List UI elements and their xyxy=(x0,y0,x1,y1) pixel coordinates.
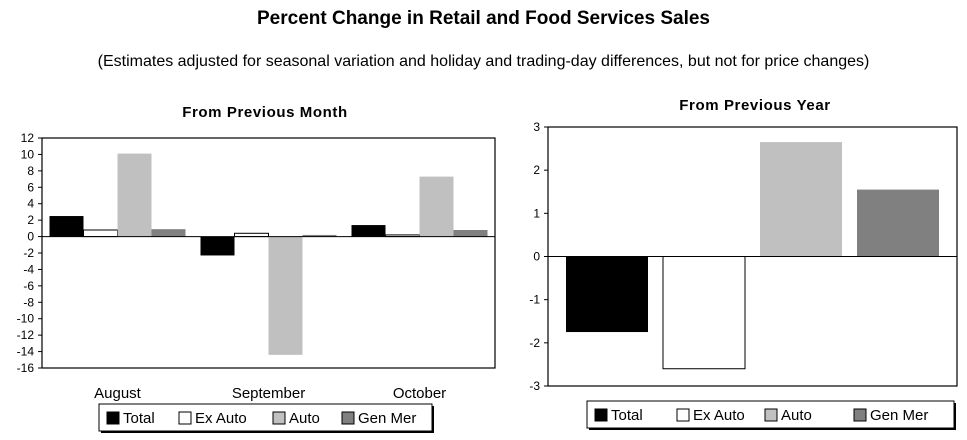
bar-ex-auto xyxy=(83,229,118,238)
legend-label: Ex Auto xyxy=(195,410,247,427)
legend-label: Total xyxy=(611,407,643,424)
legend-label: Gen Mer xyxy=(358,410,416,427)
bar-total xyxy=(200,236,235,256)
legend-swatch xyxy=(853,408,867,422)
legend-swatch xyxy=(178,411,192,425)
bar-total xyxy=(566,256,648,333)
bar-auto xyxy=(760,142,842,257)
category-label: September xyxy=(232,385,305,402)
legend-swatch xyxy=(764,408,778,422)
legend-swatch xyxy=(594,408,608,422)
legend-label: Auto xyxy=(781,407,812,424)
legend-swatch xyxy=(272,411,286,425)
legend-label: Ex Auto xyxy=(693,407,745,424)
y-tick-label: 4 xyxy=(27,197,34,211)
bar-total xyxy=(351,225,386,237)
legend-label: Auto xyxy=(289,410,320,427)
y-tick-label: -2 xyxy=(23,246,34,260)
bar-auto xyxy=(419,176,454,237)
chart-0: From Previous Month 12 10 8 6 4 2 0 -2 -4 -6 -8 -10 -… xyxy=(17,104,496,433)
chart-title: From Previous Month xyxy=(182,104,348,121)
bar-total xyxy=(49,216,84,237)
y-tick-label: -3 xyxy=(529,379,540,393)
category-label: October xyxy=(393,385,446,402)
page-title: Percent Change in Retail and Food Servic… xyxy=(257,8,710,29)
legend-swatch xyxy=(676,408,690,422)
bar-ex-auto xyxy=(662,256,746,370)
y-tick-label: -2 xyxy=(529,336,540,350)
y-tick-label: 2 xyxy=(533,163,540,177)
y-tick-label: -4 xyxy=(23,262,34,276)
legend-swatch xyxy=(106,411,120,425)
y-tick-label: 3 xyxy=(533,120,540,134)
y-tick-label: -6 xyxy=(23,279,34,293)
chart-title: From Previous Year xyxy=(679,97,830,114)
y-tick-label: -14 xyxy=(17,345,35,359)
y-tick-label: 12 xyxy=(21,131,35,145)
bar-auto xyxy=(268,236,303,355)
bar-gen-mer xyxy=(857,189,939,257)
y-tick-label: 8 xyxy=(27,164,34,178)
y-tick-label: 0 xyxy=(533,250,540,264)
y-tick-label: -16 xyxy=(17,361,35,375)
y-tick-label: -12 xyxy=(17,328,35,342)
y-tick-label: 1 xyxy=(533,206,540,220)
bar-gen-mer xyxy=(151,229,186,237)
y-tick-label: -10 xyxy=(17,312,35,326)
y-tick-label: 10 xyxy=(21,147,35,161)
legend-label: Total xyxy=(123,410,155,427)
legend-box xyxy=(98,403,433,432)
category-label: August xyxy=(94,385,142,402)
y-tick-label: 6 xyxy=(27,180,34,194)
y-tick-label: 2 xyxy=(27,213,34,227)
legend-label: Gen Mer xyxy=(870,407,928,424)
bar-gen-mer xyxy=(302,234,337,237)
bar-auto xyxy=(117,153,152,237)
y-tick-label: -8 xyxy=(23,295,34,309)
page-subtitle: (Estimates adjusted for seasonal variati… xyxy=(97,53,870,70)
legend-swatch xyxy=(341,411,355,425)
bar-gen-mer xyxy=(453,230,488,237)
y-tick-label: -1 xyxy=(529,293,540,307)
y-tick-label: 0 xyxy=(27,230,34,244)
chart-1: From Previous Year 3 2 1 0 -1 -2 -3 Total Ex Auto… xyxy=(529,97,958,430)
